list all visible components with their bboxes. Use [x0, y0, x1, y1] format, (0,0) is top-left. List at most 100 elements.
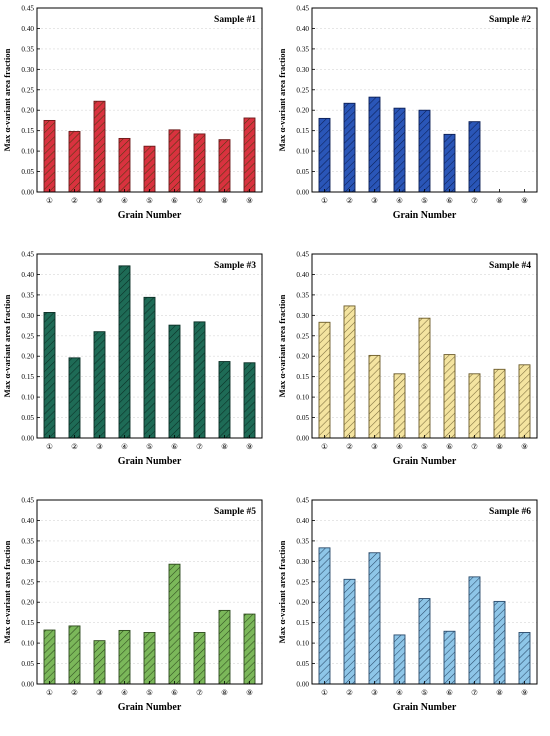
bar [193, 133, 206, 193]
bar [243, 613, 256, 685]
y-tick-label: 0.05 [296, 168, 309, 176]
plot-frame [311, 499, 538, 685]
y-tick-label: 0.05 [21, 168, 34, 176]
x-tick-label: ⑦ [471, 442, 478, 451]
x-tick-label: ⑦ [196, 688, 203, 697]
y-axis-label: Max α-variant area fraction [277, 540, 287, 643]
y-tick-label: 0.40 [296, 517, 309, 525]
x-tick-label: ③ [371, 196, 378, 205]
x-tick-label: ① [46, 688, 53, 697]
y-tick-label: 0.15 [21, 373, 34, 381]
bar [118, 629, 131, 685]
y-tick-label: 0.30 [296, 312, 309, 320]
chart-title: Sample #1 [214, 15, 256, 25]
bar [193, 321, 206, 439]
bar-chart: 0.00 0.05 0.10 0.15 0.20 0.25 0.30 0.35 0.40 0.45… [277, 5, 538, 221]
y-tick-label: 0.10 [21, 148, 34, 156]
y-tick-label: 0.30 [296, 558, 309, 566]
bar [318, 117, 331, 193]
y-tick-label: 0.00 [21, 435, 34, 443]
y-tick-label: 0.35 [21, 537, 34, 545]
chart-panel-sample-5: 0.00 0.05 0.10 0.15 0.20 0.25 0.30 0.35 0.40 0.45… [0, 492, 275, 731]
x-axis-label: Grain Number [393, 456, 457, 467]
y-tick-label: 0.35 [296, 537, 309, 545]
x-axis-label: Grain Number [393, 702, 457, 713]
bar [93, 100, 106, 193]
plot-frame [36, 499, 263, 685]
y-axis-label: Max α-variant area fraction [2, 294, 12, 397]
x-tick-label: ⑤ [146, 688, 153, 697]
x-tick-label: ⑥ [171, 442, 178, 451]
chart-title: Sample #6 [489, 507, 531, 517]
chart-panel-sample-6: 0.00 0.05 0.10 0.15 0.20 0.25 0.30 0.35 0.40 0.45… [275, 492, 550, 731]
y-tick-label: 0.10 [296, 148, 309, 156]
x-tick-label: ⑦ [196, 442, 203, 451]
chart-title: Sample #2 [489, 15, 531, 25]
x-tick-label: ⑤ [146, 196, 153, 205]
bar [168, 129, 181, 193]
x-tick-label: ④ [121, 442, 128, 451]
bar [343, 305, 356, 439]
bar [493, 368, 506, 439]
x-tick-label: ⑥ [171, 688, 178, 697]
x-tick-label: ② [71, 442, 78, 451]
x-tick-label: ⑧ [496, 196, 503, 205]
plot-frame [311, 7, 538, 193]
y-tick-label: 0.20 [296, 599, 309, 607]
x-tick-label: ⑧ [221, 196, 228, 205]
x-tick-label: ③ [371, 688, 378, 697]
x-tick-label: ③ [96, 688, 103, 697]
x-tick-label: ⑥ [446, 196, 453, 205]
y-axis-label: Max α-variant area fraction [277, 294, 287, 397]
y-tick-label: 0.30 [21, 312, 34, 320]
x-tick-label: ⑨ [246, 196, 253, 205]
x-tick-label: ② [346, 688, 353, 697]
plot-frame [311, 253, 538, 439]
x-tick-label: ④ [121, 688, 128, 697]
bar [218, 361, 231, 439]
x-tick-label: ① [46, 442, 53, 451]
chart-title: Sample #3 [214, 261, 256, 271]
y-tick-label: 0.45 [21, 5, 34, 13]
y-tick-label: 0.45 [296, 5, 309, 13]
x-tick-label: ① [46, 196, 53, 205]
x-tick-label: ⑧ [221, 442, 228, 451]
y-tick-label: 0.35 [21, 45, 34, 53]
bar-chart: 0.00 0.05 0.10 0.15 0.20 0.25 0.30 0.35 0.40 0.45… [277, 497, 538, 713]
chart-panel-sample-4: 0.00 0.05 0.10 0.15 0.20 0.25 0.30 0.35 0.40 0.45… [275, 246, 550, 485]
x-tick-label: ⑤ [421, 196, 428, 205]
y-tick-label: 0.25 [296, 332, 309, 340]
y-tick-label: 0.15 [296, 619, 309, 627]
bar [218, 139, 231, 193]
bar [318, 321, 331, 439]
y-tick-label: 0.15 [296, 127, 309, 135]
bar-chart: 0.00 0.05 0.10 0.15 0.20 0.25 0.30 0.35 0.40 0.45… [277, 251, 538, 467]
y-tick-label: 0.05 [296, 660, 309, 668]
bar [243, 117, 256, 193]
bar [168, 324, 181, 439]
y-tick-label: 0.20 [296, 107, 309, 115]
y-tick-label: 0.15 [296, 373, 309, 381]
y-tick-label: 0.25 [21, 86, 34, 94]
bar [318, 547, 331, 685]
x-tick-label: ③ [96, 196, 103, 205]
y-tick-label: 0.25 [296, 86, 309, 94]
bar [418, 317, 431, 439]
y-tick-label: 0.35 [296, 45, 309, 53]
x-tick-label: ⑤ [421, 442, 428, 451]
x-tick-label: ⑤ [146, 442, 153, 451]
y-tick-label: 0.10 [21, 640, 34, 648]
x-tick-label: ② [346, 442, 353, 451]
x-axis-label: Grain Number [118, 210, 182, 221]
y-tick-label: 0.20 [21, 107, 34, 115]
y-tick-label: 0.20 [21, 353, 34, 361]
bar [168, 563, 181, 685]
y-axis-label: Max α-variant area fraction [2, 540, 12, 643]
bar-chart: 0.00 0.05 0.10 0.15 0.20 0.25 0.30 0.35 0.40 0.45… [2, 251, 263, 467]
y-tick-label: 0.00 [21, 189, 34, 197]
x-tick-label: ④ [121, 196, 128, 205]
chart-grid: 0.00 0.05 0.10 0.15 0.20 0.25 0.30 0.35 0.40 0.45… [2, 5, 550, 713]
x-tick-label: ⑦ [471, 688, 478, 697]
bar [393, 634, 406, 685]
x-tick-label: ③ [371, 442, 378, 451]
